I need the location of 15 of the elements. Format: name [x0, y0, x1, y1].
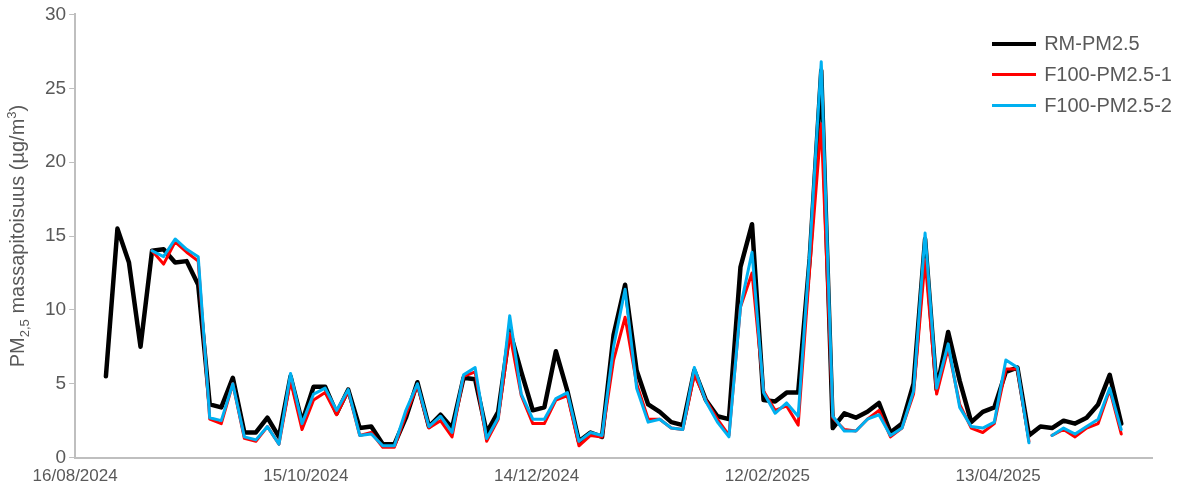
y-tick-label: 15 — [44, 224, 67, 246]
legend-label: F100-PM2.5-2 — [1044, 94, 1172, 117]
y-tick-label: 30 — [44, 2, 67, 24]
y-tick-label: 25 — [44, 76, 67, 98]
x-tick-label: 13/04/2025 — [955, 466, 1041, 486]
y-tick-label: 20 — [44, 150, 67, 172]
legend-label: F100-PM2.5-1 — [1044, 63, 1172, 86]
x-tick-label: 12/02/2025 — [724, 466, 810, 486]
legend-label: RM-PM2.5 — [1044, 32, 1140, 55]
y-tick-label: 10 — [44, 298, 67, 320]
y-tick-label: 0 — [55, 445, 67, 467]
x-tick-label: 15/10/2024 — [263, 466, 349, 486]
x-tick-label: 14/12/2024 — [494, 466, 580, 486]
y-tick-label: 5 — [55, 371, 67, 393]
x-tick-label: 16/08/2024 — [32, 466, 118, 486]
